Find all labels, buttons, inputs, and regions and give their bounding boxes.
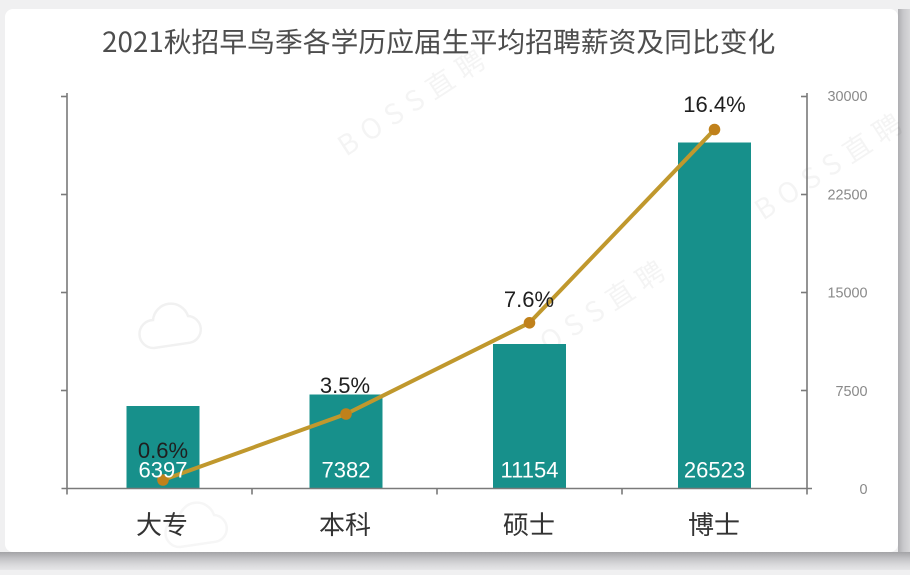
svg-text:7500: 7500 — [835, 384, 867, 400]
svg-text:0: 0 — [859, 482, 867, 498]
svg-text:7382: 7382 — [322, 458, 371, 483]
svg-text:30000: 30000 — [827, 89, 867, 105]
svg-text:7.6%: 7.6% — [504, 287, 554, 312]
svg-text:15000: 15000 — [827, 286, 867, 302]
svg-text:0.6%: 0.6% — [138, 438, 188, 463]
svg-text:11154: 11154 — [501, 458, 559, 483]
svg-text:16.4%: 16.4% — [683, 92, 745, 117]
svg-text:26523: 26523 — [684, 458, 745, 483]
svg-text:6397: 6397 — [139, 458, 188, 483]
svg-text:22500: 22500 — [827, 187, 867, 203]
svg-text:3.5%: 3.5% — [320, 373, 370, 398]
